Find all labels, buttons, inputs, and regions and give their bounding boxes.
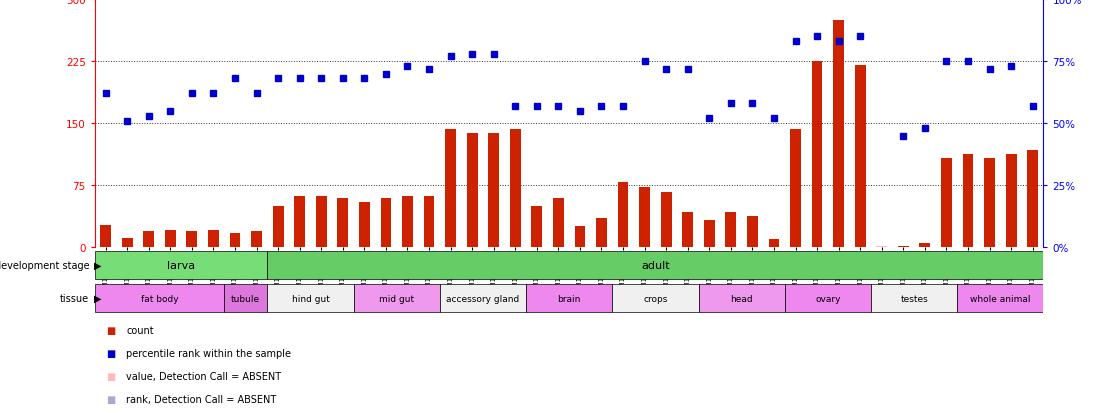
Text: ■: ■ bbox=[106, 371, 115, 381]
Bar bbox=[526, 285, 613, 312]
Bar bbox=[208, 230, 219, 248]
Text: mid gut: mid gut bbox=[379, 294, 414, 303]
Bar bbox=[790, 130, 801, 248]
Bar bbox=[424, 197, 434, 248]
Text: ovary: ovary bbox=[815, 294, 840, 303]
Bar bbox=[445, 130, 456, 248]
Bar bbox=[489, 134, 499, 248]
Bar bbox=[834, 21, 844, 248]
Text: adult: adult bbox=[641, 260, 670, 271]
Text: larva: larva bbox=[167, 260, 195, 271]
Bar bbox=[963, 154, 973, 248]
Bar bbox=[186, 231, 198, 248]
Text: tissue: tissue bbox=[60, 293, 89, 304]
Bar bbox=[876, 246, 887, 248]
Bar bbox=[785, 285, 870, 312]
Bar bbox=[1006, 154, 1017, 248]
Bar bbox=[230, 234, 240, 248]
Text: testes: testes bbox=[901, 294, 929, 303]
Text: tubule: tubule bbox=[231, 294, 260, 303]
Bar bbox=[272, 206, 283, 248]
Text: ■: ■ bbox=[106, 325, 115, 335]
Bar bbox=[268, 252, 1043, 279]
Bar bbox=[870, 285, 958, 312]
Bar bbox=[613, 285, 699, 312]
Text: fat body: fat body bbox=[141, 294, 179, 303]
Text: crops: crops bbox=[643, 294, 667, 303]
Text: head: head bbox=[730, 294, 753, 303]
Text: ▶: ▶ bbox=[94, 293, 102, 304]
Bar bbox=[575, 226, 585, 248]
Bar bbox=[143, 231, 154, 248]
Bar bbox=[682, 212, 693, 248]
Bar bbox=[1028, 150, 1038, 248]
Bar bbox=[920, 244, 931, 248]
Bar bbox=[984, 159, 995, 248]
Text: hind gut: hind gut bbox=[291, 294, 329, 303]
Bar bbox=[617, 183, 628, 248]
Bar bbox=[122, 239, 133, 248]
Text: development stage: development stage bbox=[0, 260, 89, 271]
Bar bbox=[295, 197, 305, 248]
Bar bbox=[359, 202, 369, 248]
Text: ▶: ▶ bbox=[94, 260, 102, 271]
Bar bbox=[941, 159, 952, 248]
Text: accessory gland: accessory gland bbox=[446, 294, 520, 303]
Bar bbox=[337, 198, 348, 248]
Bar bbox=[811, 62, 822, 248]
Bar bbox=[699, 285, 785, 312]
Bar bbox=[898, 246, 908, 248]
Bar bbox=[554, 198, 564, 248]
Bar bbox=[440, 285, 526, 312]
Text: brain: brain bbox=[558, 294, 580, 303]
Bar bbox=[639, 188, 650, 248]
Bar bbox=[747, 216, 758, 248]
Text: count: count bbox=[126, 325, 154, 335]
Bar bbox=[661, 192, 672, 248]
Bar bbox=[531, 206, 542, 248]
Text: value, Detection Call = ABSENT: value, Detection Call = ABSENT bbox=[126, 371, 281, 381]
Bar bbox=[268, 285, 354, 312]
Bar bbox=[704, 221, 714, 248]
Bar bbox=[510, 130, 521, 248]
Bar bbox=[224, 285, 268, 312]
Bar bbox=[165, 230, 175, 248]
Bar bbox=[596, 219, 607, 248]
Bar bbox=[466, 134, 478, 248]
Bar bbox=[100, 225, 110, 248]
Bar bbox=[725, 212, 737, 248]
Text: ■: ■ bbox=[106, 348, 115, 358]
Bar bbox=[855, 66, 866, 248]
Text: ■: ■ bbox=[106, 394, 115, 404]
Bar bbox=[251, 231, 262, 248]
Bar bbox=[95, 252, 268, 279]
Text: percentile rank within the sample: percentile rank within the sample bbox=[126, 348, 291, 358]
Bar bbox=[402, 197, 413, 248]
Text: rank, Detection Call = ABSENT: rank, Detection Call = ABSENT bbox=[126, 394, 277, 404]
Bar bbox=[381, 198, 392, 248]
Bar bbox=[354, 285, 440, 312]
Bar bbox=[95, 285, 224, 312]
Bar bbox=[958, 285, 1043, 312]
Bar bbox=[769, 240, 779, 248]
Text: whole animal: whole animal bbox=[970, 294, 1030, 303]
Bar bbox=[316, 197, 327, 248]
